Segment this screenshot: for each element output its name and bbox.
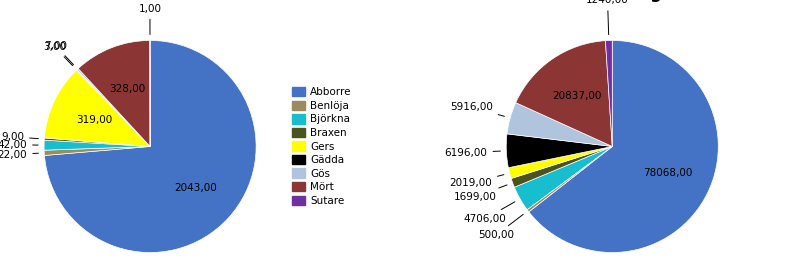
Title: Totalt antal: Totalt antal [96, 0, 204, 2]
Text: 500,00: 500,00 [478, 214, 523, 240]
Text: 4706,00: 4706,00 [464, 202, 515, 224]
Wedge shape [78, 40, 150, 146]
Text: 7,00: 7,00 [44, 41, 73, 65]
Text: 9,00: 9,00 [1, 132, 39, 142]
Wedge shape [516, 41, 612, 146]
Text: 2043,00: 2043,00 [174, 183, 216, 193]
Wedge shape [77, 70, 150, 146]
Wedge shape [44, 70, 150, 146]
Wedge shape [44, 140, 150, 150]
Wedge shape [44, 138, 150, 146]
Wedge shape [44, 40, 256, 252]
Text: 22,00: 22,00 [0, 150, 39, 160]
Text: 3,00: 3,00 [43, 42, 73, 66]
Text: 1,00: 1,00 [138, 4, 161, 35]
Legend: Abborre, Benlöja, Björkna, Braxen, Gers, Gädda, Gös, Mört, Sutare: Abborre, Benlöja, Björkna, Braxen, Gers,… [292, 87, 352, 206]
Wedge shape [527, 146, 612, 212]
Text: 1240,00: 1240,00 [586, 0, 629, 35]
Text: 328,00: 328,00 [110, 84, 146, 94]
Wedge shape [511, 146, 612, 187]
Text: 20837,00: 20837,00 [553, 91, 602, 101]
Text: 5916,00: 5916,00 [450, 102, 504, 116]
Wedge shape [529, 40, 718, 252]
Wedge shape [514, 146, 612, 210]
Wedge shape [605, 40, 612, 146]
Text: 42,00: 42,00 [0, 140, 38, 150]
Wedge shape [44, 146, 150, 155]
Text: 6196,00: 6196,00 [445, 148, 500, 158]
Text: 1699,00: 1699,00 [453, 185, 507, 202]
Text: 78068,00: 78068,00 [643, 169, 692, 178]
Text: 319,00: 319,00 [77, 115, 113, 125]
Title: Totalvikt (g): Totalvikt (g) [555, 0, 669, 2]
Wedge shape [507, 103, 612, 146]
Wedge shape [509, 146, 612, 179]
Wedge shape [506, 134, 612, 168]
Wedge shape [77, 69, 150, 146]
Text: 2019,00: 2019,00 [450, 175, 504, 188]
